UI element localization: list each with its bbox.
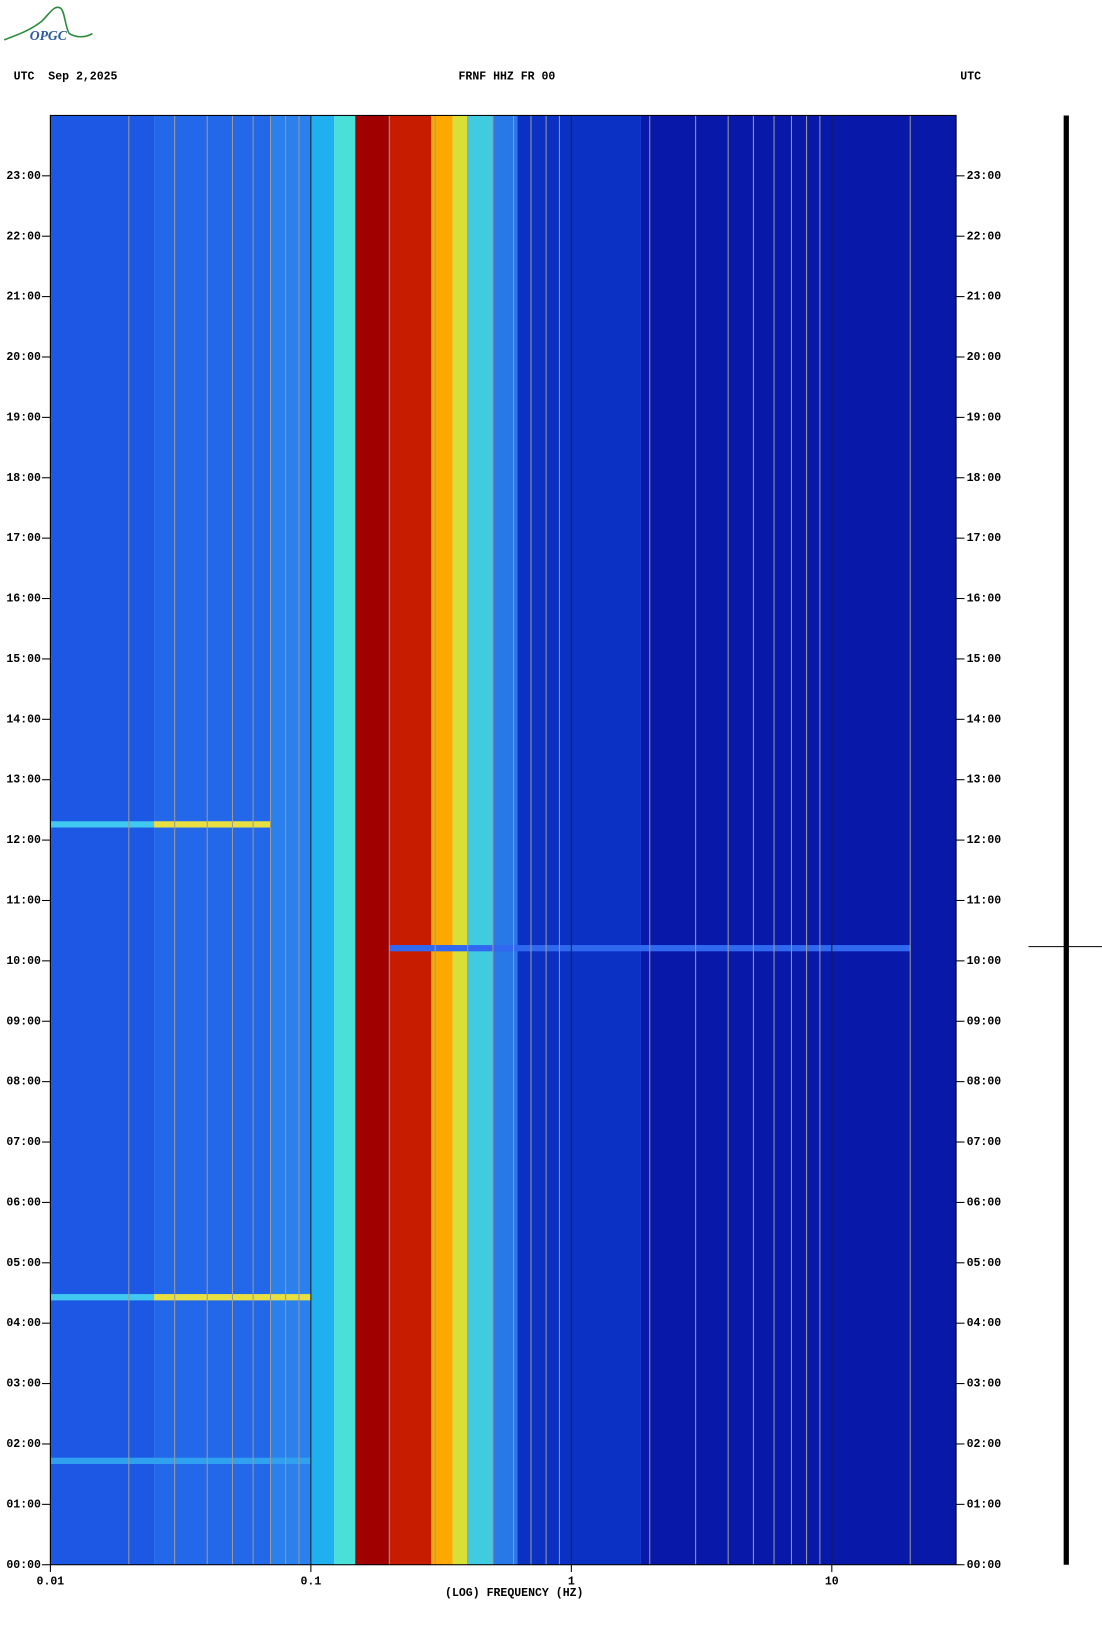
- spectral-band: [517, 115, 641, 1565]
- y-tick-label: 15:00: [967, 653, 1002, 666]
- y-tick-label: 06:00: [6, 1196, 41, 1209]
- left-header: UTC Sep 2,2025: [14, 71, 118, 84]
- plot-area: 0.01 0.1 1 10 00:00 00:00 01:00 01:00 02:00 02:00…: [6, 114, 1002, 1589]
- y-tick-label: 09:00: [967, 1015, 1002, 1028]
- y-tick-label: 04:00: [6, 1317, 41, 1330]
- y-tick-label: 01:00: [967, 1498, 1002, 1511]
- x-tick-label: 10: [825, 1576, 839, 1589]
- y-tick-label: 21:00: [967, 291, 1002, 304]
- y-tick-label: 07:00: [6, 1136, 41, 1149]
- spectral-band: [154, 115, 271, 1565]
- logo-text: OPGC: [30, 28, 68, 43]
- y-tick-label: 03:00: [6, 1378, 41, 1391]
- y-tick-label: 07:00: [967, 1136, 1002, 1149]
- y-tick-label: 12:00: [967, 834, 1002, 847]
- spectral-band: [452, 115, 468, 1565]
- event-band: [50, 1457, 311, 1465]
- y-tick-label: 14:00: [967, 713, 1002, 726]
- spectral-band: [355, 115, 390, 1565]
- spectral-band: [50, 115, 155, 1565]
- y-tick-label: 22:00: [6, 230, 41, 243]
- y-tick-label: 02:00: [967, 1438, 1002, 1451]
- right-header: UTC: [960, 71, 981, 84]
- y-tick-label: 03:00: [967, 1378, 1002, 1391]
- spectral-band: [389, 115, 432, 1565]
- y-tick-label: 18:00: [967, 472, 1002, 485]
- x-tick-label: 0.01: [37, 1576, 65, 1589]
- y-tick-label: 12:00: [6, 834, 41, 847]
- y-tick-label: 21:00: [6, 291, 41, 304]
- x-tick-label: 0.1: [300, 1576, 321, 1589]
- y-tick-label: 00:00: [967, 1559, 1002, 1572]
- spectral-band: [640, 115, 957, 1565]
- x-tick-label: 1: [568, 1576, 575, 1589]
- spectral-band: [467, 115, 493, 1565]
- y-tick-label: 01:00: [6, 1498, 41, 1511]
- y-tick-label: 10:00: [967, 955, 1002, 968]
- y-tick-label: 22:00: [967, 230, 1002, 243]
- y-tick-label: 05:00: [967, 1257, 1002, 1270]
- event-band: [50, 821, 155, 828]
- plot-frame: [49, 114, 957, 1566]
- y-tick-label: 15:00: [6, 653, 41, 666]
- y-tick-label: 09:00: [6, 1015, 41, 1028]
- y-tick-label: 17:00: [967, 532, 1002, 545]
- y-tick-label: 20:00: [967, 351, 1002, 364]
- spectral-band: [431, 115, 453, 1565]
- y-tick-label: 05:00: [6, 1257, 41, 1270]
- y-tick-label: 02:00: [6, 1438, 41, 1451]
- y-tick-label: 13:00: [967, 774, 1002, 787]
- y-tick-label: 17:00: [6, 532, 41, 545]
- y-tick-label: 18:00: [6, 472, 41, 485]
- chart-title: FRNF HHZ FR 00: [458, 71, 555, 84]
- x-axis-label: (LOG) FREQUENCY (HZ): [445, 1587, 583, 1600]
- y-tick-label: 23:00: [6, 170, 41, 183]
- y-tick-label: 11:00: [6, 895, 41, 908]
- spectral-band: [310, 115, 335, 1565]
- y-tick-label: 00:00: [6, 1559, 41, 1572]
- logo-curve: [3, 6, 93, 41]
- y-tick-label: 20:00: [6, 351, 41, 364]
- y-tick-label: 23:00: [967, 170, 1002, 183]
- y-tick-label: 04:00: [967, 1317, 1002, 1330]
- y-tick-label: 19:00: [6, 411, 41, 424]
- y-tick-label: 11:00: [967, 895, 1002, 908]
- y-tick-label: 13:00: [6, 774, 41, 787]
- spectral-band: [270, 115, 311, 1565]
- y-tick-label: 08:00: [6, 1076, 41, 1089]
- event-band: [50, 1294, 155, 1301]
- y-tick-label: 08:00: [967, 1076, 1002, 1089]
- spectral-band: [334, 115, 356, 1565]
- y-tick-label: 06:00: [967, 1196, 1002, 1209]
- y-tick-label: 14:00: [6, 713, 41, 726]
- y-tick-label: 19:00: [967, 411, 1002, 424]
- y-tick-label: 10:00: [6, 955, 41, 968]
- y-tick-label: 16:00: [967, 593, 1002, 606]
- y-tick-label: 16:00: [6, 593, 41, 606]
- event-band: [154, 821, 271, 828]
